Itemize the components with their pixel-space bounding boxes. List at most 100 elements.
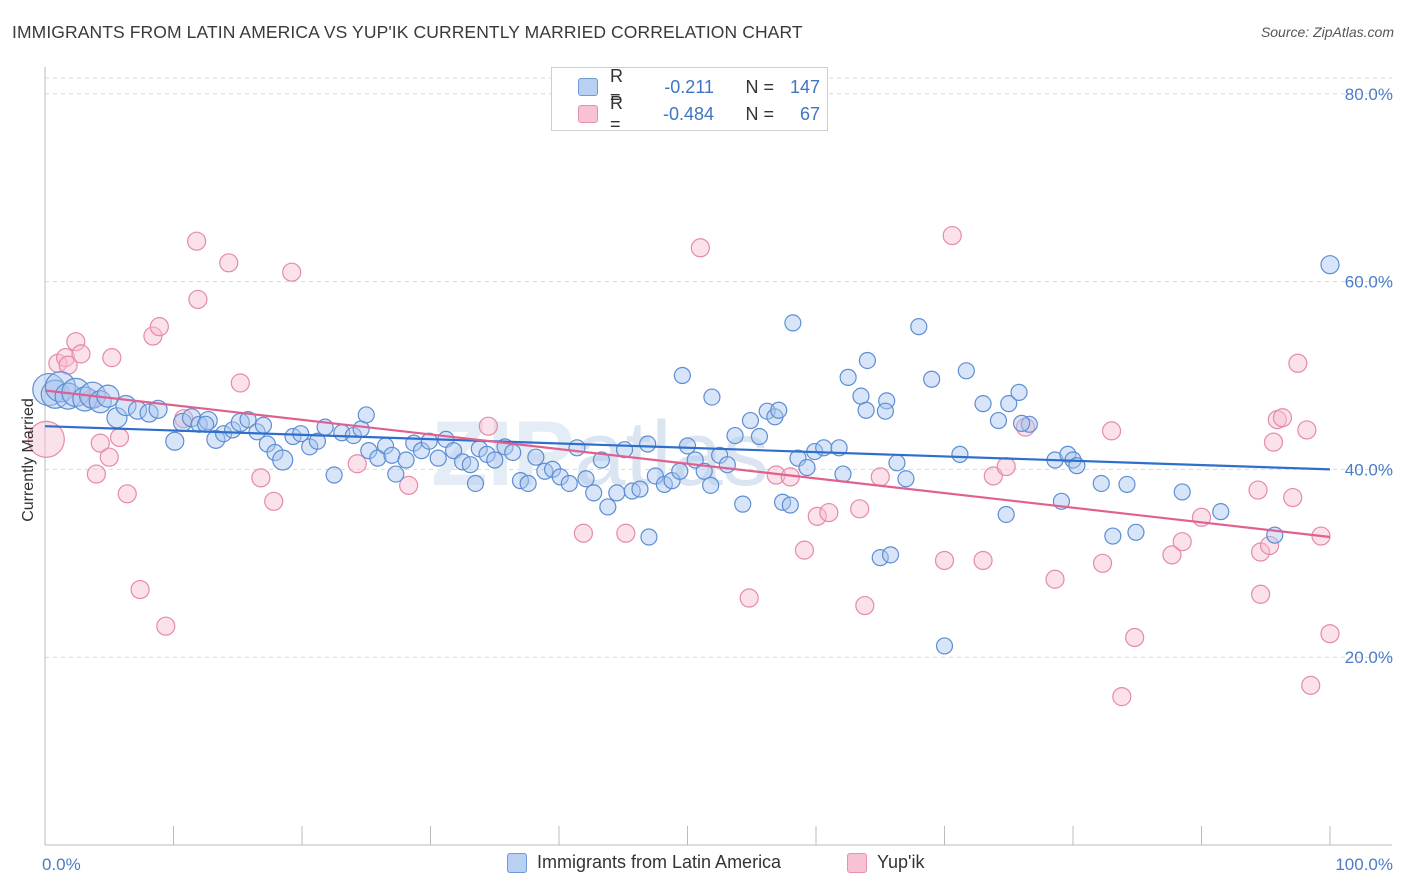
latin-america-points (32, 255, 1340, 655)
data-point (671, 462, 689, 480)
data-point (718, 456, 736, 474)
data-point (1172, 532, 1192, 552)
data-point (445, 442, 463, 460)
data-point (188, 289, 208, 310)
data-point (876, 402, 894, 420)
legend-r-label: R = (610, 93, 623, 134)
data-point (1104, 527, 1122, 545)
legend-row-pink: R = -0.484 N = 67 (552, 93, 820, 134)
data-point (1297, 420, 1317, 440)
data-point (616, 523, 636, 543)
data-point (90, 433, 110, 453)
data-point (1112, 687, 1132, 707)
legend-swatch-yupik (847, 852, 867, 873)
data-point (910, 318, 928, 336)
data-point (935, 637, 954, 655)
data-point (117, 484, 137, 504)
legend-r-label: R = (610, 66, 623, 107)
legend-swatch-latin-america (507, 852, 527, 873)
data-point (1263, 432, 1284, 452)
data-point (486, 451, 504, 469)
legend-n-label: N = (745, 76, 774, 97)
data-point (957, 362, 975, 380)
data-point (585, 484, 603, 502)
y-tick-label: 40.0% (1345, 460, 1393, 479)
data-point (695, 462, 713, 480)
data-point (871, 549, 889, 567)
data-point (734, 495, 752, 513)
legend-label-yupik: Yup'ik (877, 852, 925, 872)
data-point (855, 595, 875, 616)
chart-title: IMMIGRANTS FROM LATIN AMERICA VS YUP'IK … (12, 22, 803, 42)
data-point (66, 332, 86, 352)
data-point (1248, 480, 1268, 500)
data-point (551, 468, 569, 486)
data-point (1127, 523, 1145, 541)
data-point (951, 445, 969, 463)
data-point (781, 496, 799, 514)
data-point (251, 468, 271, 488)
data-point (741, 411, 760, 430)
data-point (130, 579, 150, 600)
data-point (215, 425, 233, 443)
legend-swatch-pink (578, 105, 598, 123)
data-point (527, 448, 545, 466)
data-point (282, 262, 302, 282)
data-point (272, 449, 294, 471)
data-point (248, 423, 266, 441)
data-point (850, 499, 870, 519)
data-point (1000, 395, 1018, 413)
legend-item-latin-america: Immigrants from Latin America (507, 852, 781, 873)
data-point (608, 484, 626, 502)
data-point (739, 588, 759, 608)
y-axis-label: Currently Married (20, 398, 37, 522)
data-point (187, 231, 207, 251)
data-point (857, 401, 875, 419)
data-point (1092, 553, 1113, 573)
y-tick-label: 60.0% (1345, 273, 1393, 292)
data-point (923, 370, 941, 388)
data-point (1173, 483, 1191, 501)
data-point (266, 443, 284, 462)
yupik-points (27, 225, 1340, 707)
correlation-legend: R = -0.211 N = 147 R = -0.484 N = 67 (551, 66, 828, 134)
y-tick-label: 80.0% (1345, 85, 1393, 104)
data-point (387, 465, 405, 483)
data-point (357, 406, 375, 424)
data-point (1118, 475, 1136, 494)
data-point (461, 456, 479, 474)
data-point (1320, 255, 1340, 275)
legend-row-blue: R = -0.211 N = 147 (552, 66, 820, 107)
data-point (224, 421, 242, 439)
data-point (989, 411, 1008, 430)
data-point (1012, 414, 1031, 432)
data-point (1301, 675, 1321, 695)
data-point (308, 432, 327, 450)
data-point (973, 550, 993, 571)
data-point (870, 467, 890, 487)
data-point (834, 465, 852, 483)
data-point (819, 502, 839, 523)
data-point (519, 474, 537, 493)
data-point (399, 475, 419, 495)
legend-swatch-blue (578, 78, 598, 96)
x-tick-label: 100.0% (1335, 855, 1393, 874)
data-point (1251, 584, 1271, 604)
data-point (784, 314, 802, 332)
data-point (143, 326, 163, 346)
axes (44, 67, 1392, 846)
data-point (858, 351, 877, 370)
data-point (690, 238, 710, 258)
data-point (264, 491, 284, 511)
data-point (560, 474, 578, 493)
data-point (1101, 421, 1122, 441)
trend-line-yupik (44, 389, 1331, 539)
y-tick-label: 20.0% (1345, 648, 1393, 667)
data-point (750, 427, 769, 446)
legend-r-value: -0.484 (662, 103, 714, 124)
data-point (789, 449, 807, 467)
data-point (770, 401, 788, 419)
data-point (230, 373, 250, 393)
data-point (678, 437, 697, 455)
